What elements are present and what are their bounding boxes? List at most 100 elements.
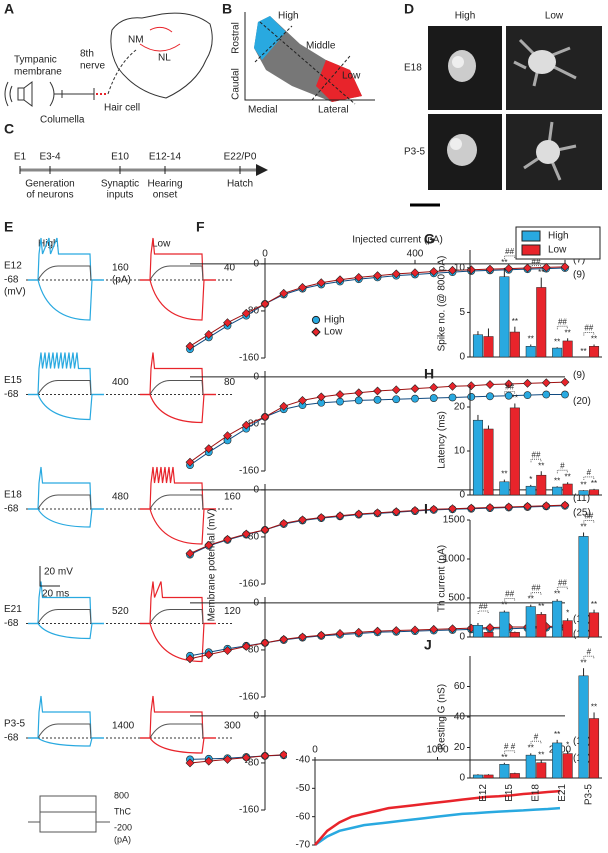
bar [562,483,573,496]
y-tick-label: 20 [454,742,466,753]
marker [429,624,439,634]
legend-label: High [548,231,569,242]
event-label: Generation [25,179,74,190]
trace [140,494,216,510]
trace [28,609,104,624]
marker [448,393,457,402]
significance: ## [532,450,541,459]
current-label: 40 [224,263,236,274]
trace [28,237,104,281]
significance: ## [532,257,541,266]
x-axis-label: Injected current (pA) [352,235,443,246]
marker [316,392,326,402]
bracket [530,592,542,596]
marker [410,268,420,278]
bar [552,347,563,358]
marker [223,534,232,544]
current-label: 480 [112,492,129,503]
marker [185,457,195,467]
marker [504,264,514,274]
marker [523,391,532,400]
x-tick-label: 0 [312,745,318,756]
marker [335,629,345,638]
significance: ## [584,324,593,333]
marker [541,262,551,272]
marker [316,513,326,522]
marker [411,394,419,403]
significance: ** [591,600,597,609]
y-tick-label: 1500 [443,515,466,526]
significance: ## [558,578,567,587]
marker [391,626,401,635]
bar [525,485,536,496]
y-axis-label: Th current (pA) [437,545,448,612]
y-tick-label: -40 [296,755,311,766]
significance: ** [565,328,571,337]
x-tick-label: E12 [478,784,489,802]
event-label: Synaptic [101,179,139,190]
marker [486,392,494,401]
trace [28,466,104,510]
marker [560,500,570,510]
x-tick-label: 0 [262,249,268,260]
marker [298,515,307,525]
significance: ** [538,602,544,611]
age-label: E1 [14,152,27,163]
marker [429,394,438,402]
protocol-label: 800 [114,790,129,800]
trace [28,622,104,640]
significance: ** [501,601,507,610]
marker [542,390,551,399]
legend-label: High [324,315,345,326]
marker [392,395,401,404]
marker [485,623,495,633]
age-label: E3-4 [39,152,61,163]
marker [279,750,289,760]
protocol-label: (pA) [114,834,131,844]
panel-letter: B [222,1,232,17]
trace [28,695,104,739]
marker [260,751,270,761]
age-label: E12-14 [149,152,182,163]
line [314,806,561,847]
bar [536,762,547,779]
y-axis-label: Spike no. (@ 800 pA) [437,256,448,352]
y-tick-label: 1000 [443,554,466,565]
significance: ** [580,523,586,532]
age-label: E12 [4,261,22,272]
marker [485,264,495,274]
marker [560,262,570,272]
bar [483,632,494,638]
age-label: E18 [4,490,22,501]
marker [185,654,195,664]
marker [335,511,345,521]
significance: ** [501,470,507,479]
bar [509,632,520,638]
marker [467,392,476,401]
y-tick-label: -160 [239,466,259,477]
current-label: 1400 [112,721,135,732]
marker [336,397,344,406]
cell [447,134,477,166]
y-tick-label: 10 [454,446,466,457]
y-tick-label: 0 [253,372,259,383]
marker [466,381,476,391]
y-tick-label: 0 [459,773,465,784]
bar [483,428,494,496]
bracket [504,750,516,754]
y-tick-label: 0 [253,259,259,270]
significance: ** [554,476,560,485]
significance: ** [538,751,544,760]
significance: ** [580,347,586,356]
y-tick-label: 0 [459,352,465,363]
current-label: 300 [224,721,241,732]
low-region [316,60,362,102]
boundaries [254,21,356,105]
event-label: of neurons [26,190,73,201]
significance: ## [505,247,514,256]
x-tick-label: 400 [407,249,424,260]
significance: ** [591,479,597,488]
marker [298,395,307,405]
x-tick-label: E18 [531,784,542,802]
marker [204,330,214,339]
